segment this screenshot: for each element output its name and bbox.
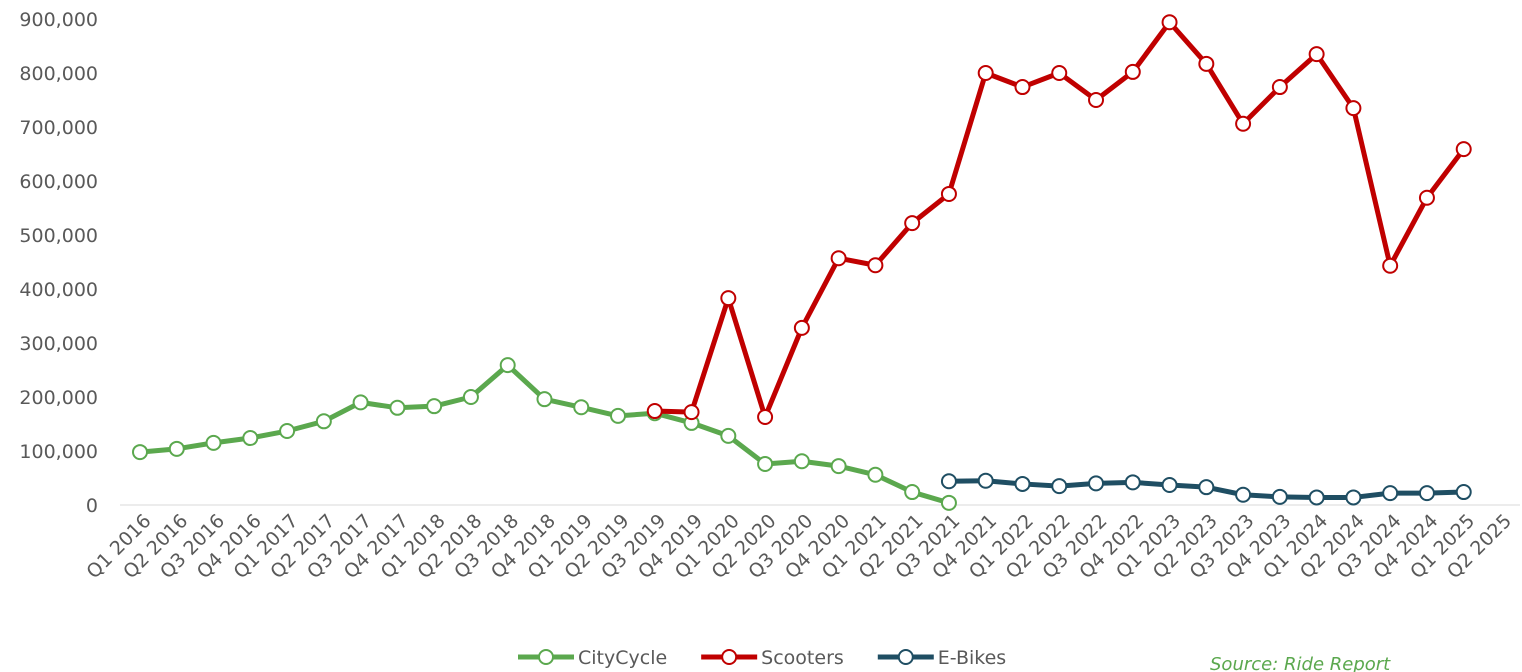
source-note: Source: Ride Report [1210,654,1391,672]
data-point [1124,63,1141,80]
data-point [1345,489,1362,506]
data-point [1308,46,1325,63]
data-point [940,185,957,202]
y-tick-label: 700,000 [19,117,98,139]
data-point [793,453,810,470]
data-point [536,391,553,408]
data-point [1418,485,1435,502]
legend-label: Scooters [761,647,844,669]
data-point [683,404,700,421]
legend-label: CityCycle [578,647,667,669]
data-point [1051,478,1068,495]
data-point [1088,92,1105,108]
legend-label: E-Bikes [938,647,1006,669]
y-tick-label: 200,000 [19,387,98,409]
data-point [1014,79,1031,96]
data-point [1271,79,1288,96]
data-point [1198,55,1215,72]
data-point [977,65,994,81]
data-point [610,407,627,424]
data-point [242,430,259,447]
data-point [1051,65,1068,81]
data-point [757,455,774,472]
data-point [757,408,774,425]
data-point [867,257,884,274]
data-point [1161,14,1178,31]
y-tick-label: 400,000 [19,279,98,301]
y-tick-label: 800,000 [19,63,98,85]
data-point [389,399,406,416]
data-point [1088,475,1105,492]
y-tick-label: 0 [86,495,98,517]
data-point [573,399,590,416]
data-point [1455,141,1472,158]
data-point [1161,477,1178,494]
legend-marker [897,649,914,665]
data-point [1382,257,1399,274]
data-point [977,472,994,489]
data-point [132,444,148,461]
data-point [1308,489,1325,506]
legend-marker [538,649,554,665]
data-point [830,458,847,475]
data-point [867,466,884,483]
data-point [205,434,222,451]
data-point [426,398,443,415]
data-point [793,319,810,336]
legend-marker [721,649,738,665]
y-tick-label: 300,000 [19,333,98,355]
data-point [315,413,332,430]
data-point [1198,479,1215,496]
data-point [1418,189,1435,206]
data-point [462,389,479,405]
data-point [279,423,296,440]
data-point [940,473,957,490]
data-point [904,484,921,501]
data-point [168,440,185,457]
data-point [720,427,737,444]
data-point [1382,485,1399,502]
data-point [1345,100,1362,117]
y-tick-label: 100,000 [19,441,98,463]
series-line [139,362,950,506]
data-point [646,403,663,420]
data-point [1271,488,1288,505]
y-tick-label: 600,000 [19,171,98,193]
data-point [352,394,369,411]
data-point [1235,115,1252,132]
data-point [940,494,957,511]
series-line [654,19,1466,420]
data-point [1235,486,1252,503]
data-point [499,357,516,374]
data-point [720,290,737,307]
data-point [904,215,921,232]
data-point [830,250,847,267]
data-point [1124,474,1141,491]
data-point [1455,484,1472,501]
data-point [1014,475,1031,492]
y-tick-label: 900,000 [19,9,98,31]
y-tick-label: 500,000 [19,225,98,247]
